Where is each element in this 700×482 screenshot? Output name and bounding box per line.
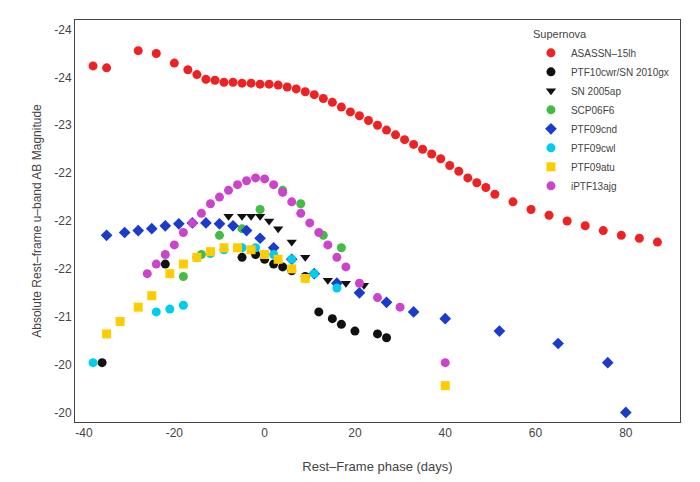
svg-text:iPTF13ajg: iPTF13ajg xyxy=(571,181,617,192)
svg-text:-23: -23 xyxy=(54,118,72,132)
svg-text:40: 40 xyxy=(439,426,453,440)
svg-text:Absolute Rest–frame u–band AB: Absolute Rest–frame u–band AB Magnitude xyxy=(30,104,44,338)
svg-text:ASASSN–15lh: ASASSN–15lh xyxy=(571,48,636,59)
svg-text:-40: -40 xyxy=(75,426,93,440)
svg-text:PTF09atu: PTF09atu xyxy=(571,162,615,173)
svg-text:PTF10cwr/SN 2010gx: PTF10cwr/SN 2010gx xyxy=(571,67,669,78)
svg-text:-22: -22 xyxy=(54,262,72,276)
svg-text:-22: -22 xyxy=(54,214,72,228)
svg-text:60: 60 xyxy=(529,426,543,440)
svg-text:Supernova: Supernova xyxy=(533,28,587,40)
svg-text:-21: -21 xyxy=(54,310,72,324)
svg-text:20: 20 xyxy=(348,426,362,440)
svg-text:Rest–Frame phase (days): Rest–Frame phase (days) xyxy=(302,459,452,474)
svg-text:-22: -22 xyxy=(54,166,72,180)
svg-text:0: 0 xyxy=(261,426,268,440)
svg-text:PTF09cwl: PTF09cwl xyxy=(571,143,615,154)
svg-text:-24: -24 xyxy=(54,23,72,37)
svg-text:SCP06F6: SCP06F6 xyxy=(571,105,615,116)
svg-text:-20: -20 xyxy=(54,358,72,372)
svg-text:-24: -24 xyxy=(54,71,72,85)
svg-text:-20: -20 xyxy=(166,426,184,440)
svg-text:PTF09cnd: PTF09cnd xyxy=(571,124,617,135)
svg-text:SN 2005ap: SN 2005ap xyxy=(571,86,621,97)
svg-text:-20: -20 xyxy=(54,406,72,420)
svg-text:80: 80 xyxy=(619,426,633,440)
